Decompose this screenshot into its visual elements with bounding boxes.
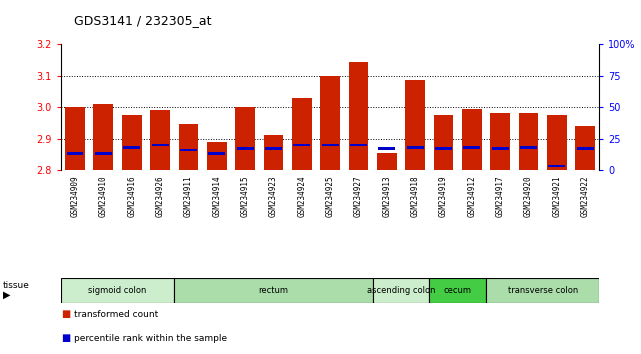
- Bar: [122, 115, 142, 170]
- Bar: [235, 107, 255, 170]
- Bar: [406, 146, 424, 149]
- Bar: [95, 152, 112, 155]
- Bar: [377, 153, 397, 170]
- Bar: [435, 147, 452, 150]
- Bar: [486, 278, 599, 303]
- Bar: [577, 147, 594, 150]
- Bar: [94, 104, 113, 170]
- Bar: [263, 135, 283, 170]
- Bar: [208, 152, 225, 155]
- Bar: [237, 147, 254, 150]
- Text: GSM234927: GSM234927: [354, 175, 363, 217]
- Text: ■: ■: [61, 309, 70, 319]
- Bar: [462, 109, 482, 170]
- Bar: [575, 126, 595, 170]
- Text: GSM234921: GSM234921: [553, 175, 562, 217]
- Text: GSM234913: GSM234913: [382, 175, 391, 217]
- Text: GSM234918: GSM234918: [411, 175, 420, 217]
- Text: GSM234915: GSM234915: [240, 175, 249, 217]
- Text: GSM234917: GSM234917: [495, 175, 504, 217]
- Bar: [405, 80, 425, 170]
- Text: sigmoid colon: sigmoid colon: [88, 286, 147, 295]
- Text: ▶: ▶: [3, 290, 11, 300]
- Bar: [433, 115, 453, 170]
- Bar: [180, 149, 197, 151]
- Bar: [547, 115, 567, 170]
- Bar: [490, 113, 510, 170]
- Bar: [207, 142, 227, 170]
- Text: GSM234924: GSM234924: [297, 175, 306, 217]
- Text: percentile rank within the sample: percentile rank within the sample: [74, 335, 227, 343]
- Text: GSM234914: GSM234914: [212, 175, 221, 217]
- Text: GSM234925: GSM234925: [326, 175, 335, 217]
- Bar: [320, 76, 340, 170]
- Text: GSM234920: GSM234920: [524, 175, 533, 217]
- Bar: [378, 147, 395, 150]
- Text: cecum: cecum: [444, 286, 472, 295]
- Bar: [463, 146, 480, 149]
- Bar: [349, 62, 369, 170]
- Bar: [292, 98, 312, 170]
- Text: GSM234911: GSM234911: [184, 175, 193, 217]
- Bar: [174, 278, 372, 303]
- Bar: [519, 113, 538, 170]
- Text: rectum: rectum: [258, 286, 288, 295]
- Text: GSM234922: GSM234922: [581, 175, 590, 217]
- Text: GSM234916: GSM234916: [128, 175, 137, 217]
- Bar: [350, 143, 367, 146]
- Bar: [549, 165, 565, 167]
- Bar: [429, 278, 486, 303]
- Bar: [372, 278, 429, 303]
- Text: tissue: tissue: [3, 281, 30, 290]
- Bar: [265, 147, 282, 150]
- Bar: [322, 143, 338, 146]
- Bar: [294, 143, 310, 146]
- Bar: [150, 110, 170, 170]
- Text: GSM234926: GSM234926: [156, 175, 165, 217]
- Text: ■: ■: [61, 333, 70, 343]
- Bar: [152, 143, 169, 146]
- Bar: [65, 107, 85, 170]
- Text: GSM234919: GSM234919: [439, 175, 448, 217]
- Text: transformed count: transformed count: [74, 310, 158, 319]
- Bar: [492, 147, 508, 150]
- Bar: [123, 146, 140, 149]
- Bar: [520, 146, 537, 149]
- Text: ascending colon: ascending colon: [367, 286, 435, 295]
- Bar: [61, 278, 174, 303]
- Text: GSM234912: GSM234912: [467, 175, 476, 217]
- Text: GSM234910: GSM234910: [99, 175, 108, 217]
- Text: GSM234909: GSM234909: [71, 175, 79, 217]
- Bar: [67, 152, 83, 155]
- Bar: [178, 124, 198, 170]
- Text: transverse colon: transverse colon: [508, 286, 578, 295]
- Text: GDS3141 / 232305_at: GDS3141 / 232305_at: [74, 14, 212, 27]
- Text: GSM234923: GSM234923: [269, 175, 278, 217]
